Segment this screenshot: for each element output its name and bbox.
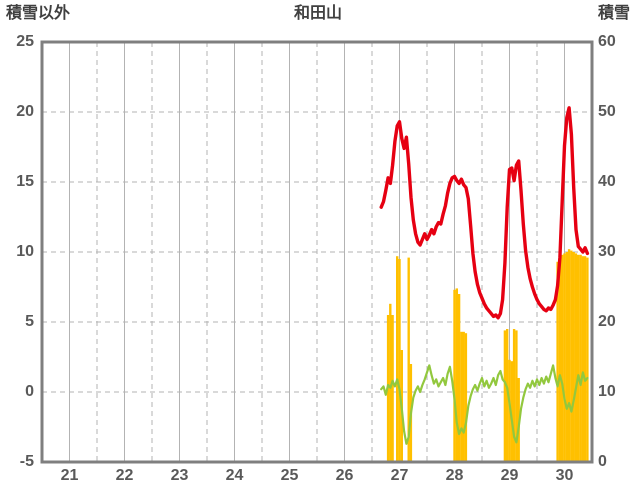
- x-axis-tick: 27: [390, 467, 409, 484]
- right-axis-title: 積雪: [597, 5, 630, 22]
- left-axis-title: 積雪以外: [6, 5, 71, 22]
- left-axis-tick: 10: [16, 243, 34, 260]
- chart-title: 和田山: [293, 5, 342, 22]
- x-axis-tick: 21: [60, 467, 79, 484]
- left-axis-tick: 5: [25, 313, 34, 330]
- right-axis-tick: 50: [598, 103, 616, 120]
- left-axis-tick: 25: [16, 33, 34, 50]
- right-axis-tick: 40: [598, 173, 616, 190]
- right-axis-tick: 20: [598, 313, 616, 330]
- right-axis-tick: 30: [598, 243, 616, 260]
- right-axis-tick: 0: [598, 453, 607, 470]
- right-axis-tick: 10: [598, 383, 616, 400]
- left-axis-tick: -5: [19, 453, 34, 470]
- x-axis-tick: 22: [115, 467, 134, 484]
- x-axis-tick: 25: [280, 467, 299, 484]
- x-axis-tick: 24: [225, 467, 244, 484]
- left-axis-tick: 15: [16, 173, 34, 190]
- left-axis-tick: 0: [25, 383, 34, 400]
- right-axis-tick: 60: [598, 33, 616, 50]
- x-axis-tick: 30: [555, 467, 574, 484]
- left-axis-tick: 20: [16, 103, 34, 120]
- x-axis-tick: 28: [445, 467, 464, 484]
- x-axis-tick: 26: [335, 467, 354, 484]
- x-axis-tick: 23: [170, 467, 189, 484]
- x-axis-tick: 29: [500, 467, 519, 484]
